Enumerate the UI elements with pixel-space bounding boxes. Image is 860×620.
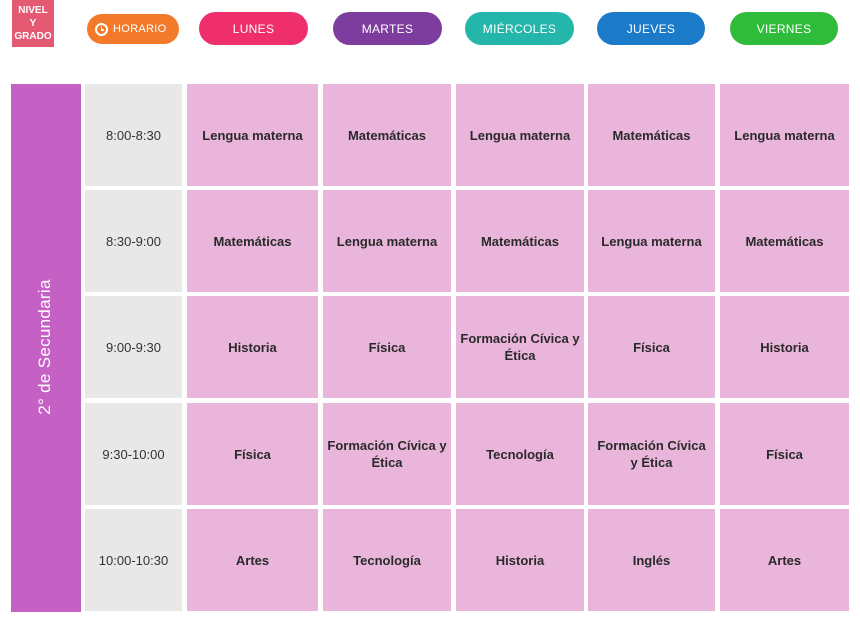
subject-cell-lunes: Artes xyxy=(187,509,318,611)
clock-icon xyxy=(95,22,108,36)
day-header-jueves: JUEVES xyxy=(597,12,705,45)
day-header-lunes: LUNES xyxy=(199,12,308,45)
subject-cell-lunes: Historia xyxy=(187,296,318,398)
subject-cell-martes: Física xyxy=(323,296,451,398)
nivel-line-2: Y xyxy=(29,18,37,29)
subject-cell-viernes: Matemáticas xyxy=(720,190,849,292)
subject-cell-lunes: Matemáticas xyxy=(187,190,318,292)
day-header-viernes: VIERNES xyxy=(730,12,838,45)
nivel-y-grado-label: NIVEL Y GRADO xyxy=(12,0,54,47)
subject-cell-jueves: Lengua materna xyxy=(588,190,715,292)
subject-cell-viernes: Física xyxy=(720,403,849,505)
subject-cell-martes: Lengua materna xyxy=(323,190,451,292)
time-slot-cell: 9:00-9:30 xyxy=(85,296,182,398)
subject-cell-viernes: Historia xyxy=(720,296,849,398)
subject-cell-martes: Matemáticas xyxy=(323,84,451,186)
subject-cell-miercoles: Historia xyxy=(456,509,584,611)
time-slot-cell: 9:30-10:00 xyxy=(85,403,182,505)
subject-cell-martes: Formación Cívica y Ética xyxy=(323,403,451,505)
horario-header: HORARIO xyxy=(87,14,179,44)
day-header-miercoles: MIÉRCOLES xyxy=(465,12,574,45)
horario-label: HORARIO xyxy=(113,23,167,35)
subject-cell-miercoles: Matemáticas xyxy=(456,190,584,292)
subject-cell-jueves: Inglés xyxy=(588,509,715,611)
subject-cell-viernes: Artes xyxy=(720,509,849,611)
nivel-line-3: GRADO xyxy=(14,31,52,42)
subject-cell-jueves: Formación Cívica y Ética xyxy=(588,403,715,505)
nivel-line-1: NIVEL xyxy=(18,5,48,16)
subject-cell-lunes: Lengua materna xyxy=(187,84,318,186)
subject-cell-miercoles: Formación Cívica y Ética xyxy=(456,296,584,398)
day-header-martes: MARTES xyxy=(333,12,442,45)
grade-bar xyxy=(11,84,81,612)
time-slot-cell: 10:00-10:30 xyxy=(85,509,182,611)
subject-cell-jueves: Física xyxy=(588,296,715,398)
time-slot-cell: 8:00-8:30 xyxy=(85,84,182,186)
subject-cell-martes: Tecnología xyxy=(323,509,451,611)
time-slot-cell: 8:30-9:00 xyxy=(85,190,182,292)
subject-cell-viernes: Lengua materna xyxy=(720,84,849,186)
subject-cell-miercoles: Lengua materna xyxy=(456,84,584,186)
grade-label: 2° de Secundaria xyxy=(35,279,54,415)
subject-cell-jueves: Matemáticas xyxy=(588,84,715,186)
subject-cell-lunes: Física xyxy=(187,403,318,505)
subject-cell-miercoles: Tecnología xyxy=(456,403,584,505)
